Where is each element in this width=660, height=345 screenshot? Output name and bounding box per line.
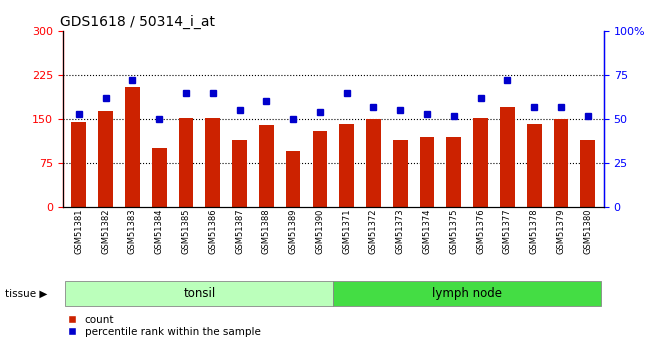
Bar (98, 111, 113, 207)
Text: tissue ▶: tissue ▶ (5, 289, 47, 298)
Bar (580, 139, 595, 207)
Bar (366, 119, 381, 207)
Bar (259, 125, 274, 207)
Bar (232, 139, 247, 207)
Bar (500, 107, 515, 207)
Bar (179, 118, 193, 207)
Bar (205, 118, 220, 207)
Text: lymph node: lymph node (432, 287, 502, 300)
Bar (125, 87, 140, 207)
Bar (286, 151, 300, 207)
Bar (65, 281, 333, 306)
Bar (447, 137, 461, 207)
Text: tonsil: tonsil (183, 287, 215, 300)
Bar (420, 137, 434, 207)
Bar (554, 119, 568, 207)
Bar (71, 122, 86, 207)
Legend: count, percentile rank within the sample: count, percentile rank within the sample (68, 315, 261, 337)
Bar (473, 118, 488, 207)
Bar (527, 124, 542, 207)
Bar (152, 148, 166, 207)
Bar (333, 281, 601, 306)
Bar (339, 124, 354, 207)
Text: GDS1618 / 50314_i_at: GDS1618 / 50314_i_at (60, 14, 215, 29)
Bar (393, 139, 408, 207)
Bar (313, 131, 327, 207)
